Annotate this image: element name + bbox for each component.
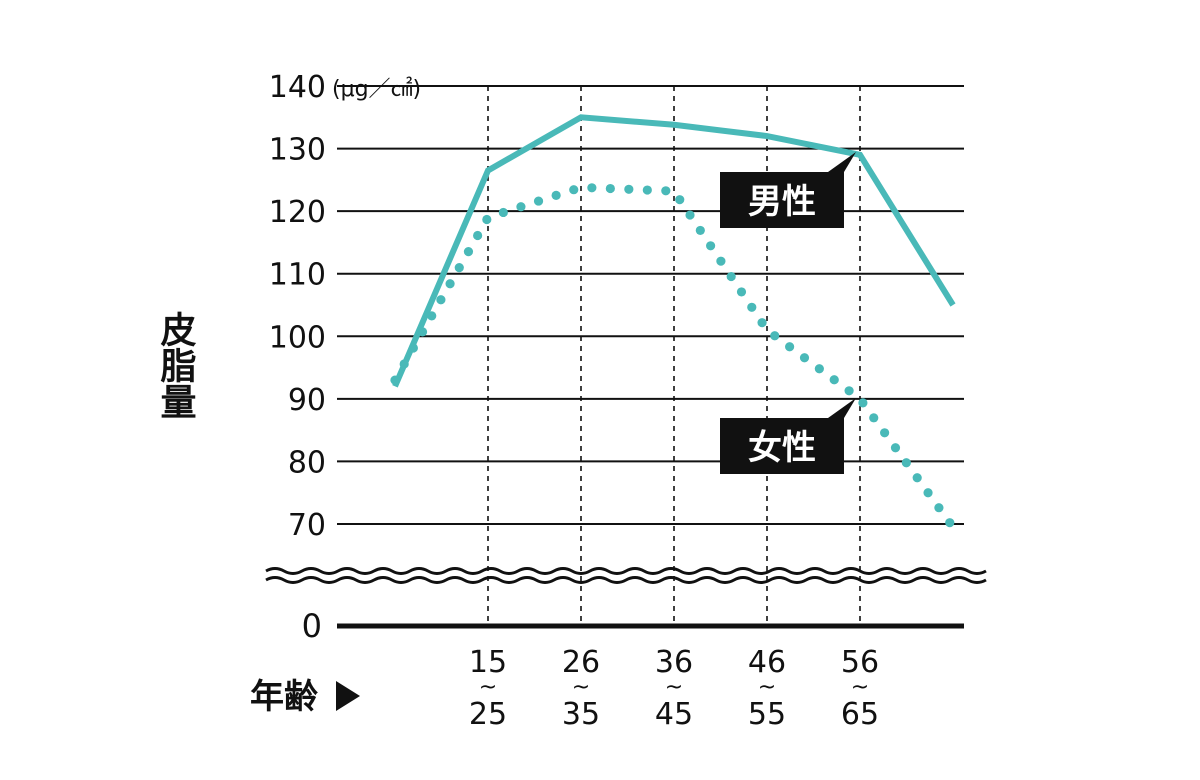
legend-label-male-text: 男性 <box>748 182 816 222</box>
series-dot-female <box>880 428 890 438</box>
series-dot-female <box>587 183 597 193</box>
series-dot-female <box>516 202 526 212</box>
series-dot-female <box>417 327 428 337</box>
x-tick-label-from: 26 <box>562 645 600 680</box>
series-dot-female <box>473 230 483 241</box>
axis-break <box>265 567 987 584</box>
series-dot-female <box>436 295 446 305</box>
series-line-male <box>392 114 956 388</box>
y-axis-label-text: 皮脂量 <box>155 311 197 419</box>
series-dot-female <box>408 343 418 353</box>
y-tick-label: 120 <box>269 195 326 230</box>
x-tick-label-separator: ~ <box>758 675 776 700</box>
series-dot-female <box>551 190 561 200</box>
series-dot-female <box>427 311 437 321</box>
x-tick-label-from: 46 <box>748 645 786 680</box>
y-axis-label: 皮脂量 <box>155 311 197 419</box>
x-tick-label-from: 15 <box>469 645 507 680</box>
series-dot-female <box>399 359 409 369</box>
series-dot-female <box>695 225 705 236</box>
series-dot-female <box>912 473 922 483</box>
series-dot-female <box>785 342 795 352</box>
x-axis-label: 年齢 <box>250 677 318 717</box>
series-dot-female <box>569 185 579 195</box>
x-tick-label-to: 55 <box>748 697 786 732</box>
x-tick-label-to: 25 <box>469 697 507 732</box>
series-dot-female <box>642 185 652 195</box>
series-dot-female <box>844 386 854 396</box>
series-dot-female <box>923 488 933 498</box>
legend-label-male: 男性 <box>720 152 856 228</box>
series-dot-female <box>454 263 464 273</box>
series-dot-female <box>747 302 757 312</box>
series-dot-female <box>661 186 671 196</box>
x-tick-label-to: 65 <box>841 697 879 732</box>
legend-label-female: 女性 <box>720 398 856 474</box>
series-dot-female <box>945 518 955 528</box>
series-dot-female <box>445 279 455 289</box>
series-dot-female <box>901 458 911 468</box>
y-tick-labels: 140 130 120 110 100 90 80 70 <box>269 70 326 543</box>
series-dot-female <box>533 196 544 206</box>
series-dot-female <box>829 375 839 385</box>
series-dot-female <box>726 271 736 282</box>
series-dot-female <box>770 331 780 341</box>
x-tick-label-from: 36 <box>655 645 693 680</box>
axis-break-wave-bottom <box>265 576 987 584</box>
y-tick-label: 130 <box>269 133 326 168</box>
y-tick-label: 110 <box>269 258 326 293</box>
legend-label-female-pointer <box>828 398 856 418</box>
series-dot-female <box>706 241 716 251</box>
x-tick-label-separator: ~ <box>665 675 683 700</box>
series-dot-female <box>498 207 508 218</box>
legend-label-male-pointer <box>828 152 856 172</box>
legend-label-female-text: 女性 <box>748 428 816 468</box>
series-dot-female <box>934 503 944 513</box>
y-tick-label: 100 <box>269 320 326 355</box>
series-dot-female <box>799 353 810 363</box>
legend-label-female-box <box>720 418 844 474</box>
series-dot-female <box>463 246 474 257</box>
x-tick-label-separator: ~ <box>479 675 497 700</box>
series-dot-female <box>685 210 695 220</box>
series-dot-female <box>605 183 615 194</box>
y-tick-zero: 0 <box>302 607 322 645</box>
legend-label-male-box <box>720 172 844 228</box>
series-dot-female <box>675 195 685 205</box>
y-tick-label: 80 <box>288 445 326 480</box>
series-dot-female <box>869 413 879 423</box>
series-dot-female <box>390 375 400 385</box>
series-dot-female <box>624 184 634 194</box>
x-tick-label-to: 45 <box>655 697 693 732</box>
y-tick-label: 140 <box>269 70 326 105</box>
series-dot-female <box>482 214 492 225</box>
y-unit-label: (μg／㎠) <box>332 76 421 102</box>
x-tick-label-separator: ~ <box>851 675 869 700</box>
series-dot-female <box>716 256 726 266</box>
x-tick-label-from: 56 <box>841 645 879 680</box>
series-dot-female <box>890 443 901 453</box>
x-axis-arrow-icon <box>336 681 360 711</box>
x-tick-label-separator: ~ <box>572 675 590 700</box>
y-tick-label: 90 <box>288 383 326 418</box>
axis-break-wave-top <box>265 567 987 575</box>
series-dot-female <box>814 364 824 374</box>
series-line-female <box>390 183 955 528</box>
y-tick-label: 70 <box>288 508 326 543</box>
series-dot-female <box>736 287 747 297</box>
series-dot-female <box>858 398 868 408</box>
series-dot-female <box>757 318 767 328</box>
x-tick-label-to: 35 <box>562 697 600 732</box>
